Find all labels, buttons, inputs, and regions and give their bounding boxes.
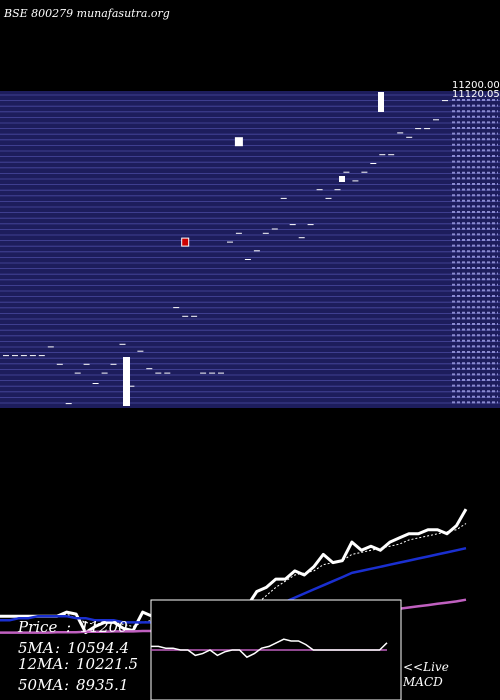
chart-header-title: BSE 800279 munafasutra.org bbox=[3, 7, 170, 20]
ma50-stat-sep: : bbox=[64, 676, 69, 694]
price-stat-label: Price bbox=[17, 618, 57, 636]
ma5-stat-label: 5MA bbox=[18, 639, 54, 657]
y-tick-label: 11200.00 bbox=[452, 80, 500, 91]
macd-line bbox=[151, 638, 388, 659]
candle-body bbox=[339, 176, 345, 182]
ma50-stat-value: 8935.1 bbox=[76, 676, 129, 694]
macd-label: MACD bbox=[402, 675, 443, 689]
ma5-stat-sep: : bbox=[55, 639, 60, 657]
live-link[interactable]: <<Live bbox=[403, 660, 449, 674]
ma5-stat-value: 10594.4 bbox=[67, 639, 129, 657]
band-gridlines bbox=[0, 94, 500, 404]
candle-body bbox=[123, 357, 130, 406]
candle-body bbox=[378, 92, 384, 112]
highlight-candle bbox=[234, 137, 243, 147]
price-stat-value: 11200 bbox=[80, 618, 128, 636]
macd-panel[interactable] bbox=[150, 599, 402, 700]
ma12-stat-value: 10221.5 bbox=[76, 655, 138, 673]
y-tick-label: 11120.05 bbox=[452, 89, 500, 100]
price-band bbox=[0, 91, 500, 408]
price-candles bbox=[3, 92, 448, 406]
stats-panel: Price : 11200 5MA : 10594.4 12MA : 10221… bbox=[17, 618, 138, 694]
macd-lines bbox=[151, 638, 388, 659]
price-stat-sep: : bbox=[66, 618, 71, 636]
ma12-stat-label: 12MA bbox=[18, 655, 63, 673]
highlight-candle bbox=[181, 237, 190, 247]
ma50-stat-label: 50MA bbox=[18, 676, 63, 694]
ma12-stat-sep: : bbox=[64, 655, 69, 673]
